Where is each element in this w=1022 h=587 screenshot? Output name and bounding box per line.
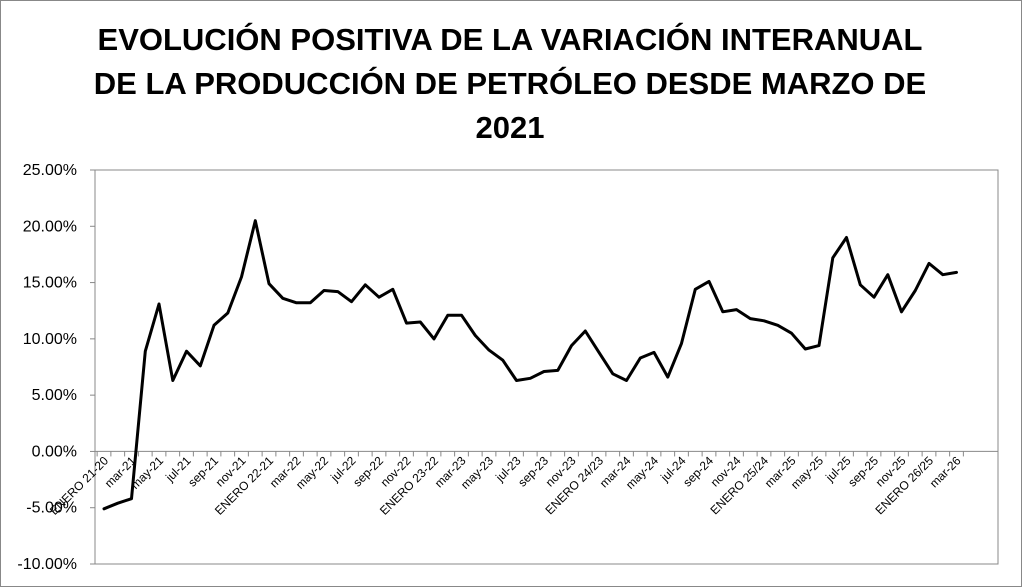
data-point [735,308,738,311]
data-point [144,350,147,353]
data-point [597,351,601,354]
data-point [364,283,367,287]
data-point [680,342,683,345]
data-point [419,320,422,324]
data-point [776,324,779,327]
data-point [226,311,229,315]
data-point [185,350,188,353]
data-point [611,372,614,375]
data-point [377,296,381,299]
data-point [405,321,408,325]
data-point [845,236,848,239]
data-point [914,289,917,292]
chart-title: EVOLUCIÓN POSITIVA DE LA VARIACIÓN INTER… [60,18,960,150]
data-point [817,344,821,347]
y-tick-label: 0.00% [32,443,77,460]
data-point [199,364,202,368]
x-tick-label: mar-26 [927,453,964,490]
data-point [790,332,793,335]
data-point [652,351,656,354]
data-point [570,344,573,347]
chart-title-line-2: DE LA PRODUCCIÓN DE PETRÓLEO DESDE MARZO… [93,66,927,101]
data-point [666,375,669,379]
data-point [859,283,862,287]
data-point [721,310,724,314]
data-point [886,273,889,276]
data-point [309,301,312,305]
chart-title-line-3: 2021 [475,110,545,145]
data-point [432,337,436,341]
data-point [116,502,119,505]
data-point [281,297,284,300]
x-axis: ENERO 21-20mar-21may-21jul-21sep-21nov-2… [47,450,998,518]
data-point [515,379,518,382]
data-point [460,314,463,317]
data-point [350,300,353,303]
data-point [102,507,106,511]
data-point [391,288,394,291]
plot-area [94,169,999,565]
data-point [927,262,931,265]
y-tick-label: 20.00% [23,218,77,235]
y-tick-label: 10.00% [23,331,77,348]
data-point [542,370,546,373]
data-point [254,219,257,222]
data-point [446,314,449,317]
data-point [694,288,697,291]
data-point [171,379,174,382]
chart-title-line-1: EVOLUCIÓN POSITIVA DE LA VARIACIÓN INTER… [97,22,923,57]
data-point [130,497,133,500]
data-point [639,356,642,360]
data-point [267,282,271,285]
data-point [900,310,903,314]
x-tick-label: ENERO 21-20 [47,453,111,517]
data-point [336,290,339,293]
y-tick-label: -5.00% [26,500,77,517]
data-point [474,334,477,337]
series-group [102,219,958,511]
data-point [749,317,752,320]
data-point [707,280,711,283]
data-point [295,301,298,305]
plot-border [94,169,999,565]
data-point [955,271,958,274]
data-point [212,324,216,327]
data-point [584,329,587,333]
data-point [487,348,491,352]
y-tick-label: 5.00% [32,387,77,404]
data-point [501,359,504,362]
data-point [556,369,559,372]
data-point [625,379,628,382]
data-point [240,275,243,279]
data-point [762,319,766,323]
data-point [941,273,944,276]
data-point [872,296,876,299]
y-axis: -10.00% -5.00% 0.00% 5.00% 10.00% 15.00% 20.00… [17,162,95,573]
data-point [831,256,834,260]
data-point [157,302,161,306]
data-point [322,289,326,292]
data-point [804,347,807,351]
data-point [529,377,532,380]
y-tick-label: 25.00% [23,162,77,179]
y-tick-label: -10.00% [17,556,77,573]
y-tick-label: 15.00% [23,275,77,292]
